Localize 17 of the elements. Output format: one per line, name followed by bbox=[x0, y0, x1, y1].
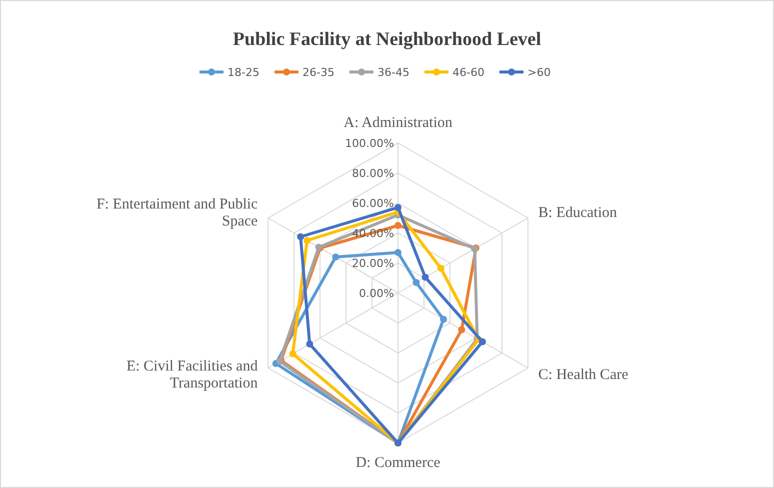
spoke-label: B: Education bbox=[538, 205, 618, 221]
legend-label: 18-25 bbox=[228, 66, 260, 79]
legend-label: 26-35 bbox=[302, 66, 334, 79]
legend-label: 36-45 bbox=[378, 66, 410, 79]
spoke-label: F: Entertaiment and Public Space bbox=[96, 196, 258, 230]
y-tick-label: 20.00% bbox=[352, 257, 394, 270]
spoke-label: C: Health Care bbox=[538, 367, 629, 383]
y-tick-label: 100.00% bbox=[345, 137, 394, 150]
chart-title: Public Facility at Neighborhood Level bbox=[232, 29, 542, 50]
legend-label: 46-60 bbox=[452, 66, 484, 79]
spoke-label: E: Civil Facilities and Transportation bbox=[126, 358, 258, 392]
y-tick-label: 0.00% bbox=[359, 287, 394, 300]
y-tick-label: 60.00% bbox=[352, 197, 394, 210]
spoke-label: D: Commerce bbox=[356, 455, 441, 471]
spoke-label: A: Administration bbox=[344, 115, 453, 131]
y-tick-label: 80.00% bbox=[352, 167, 394, 180]
legend-label: >60 bbox=[528, 66, 551, 79]
